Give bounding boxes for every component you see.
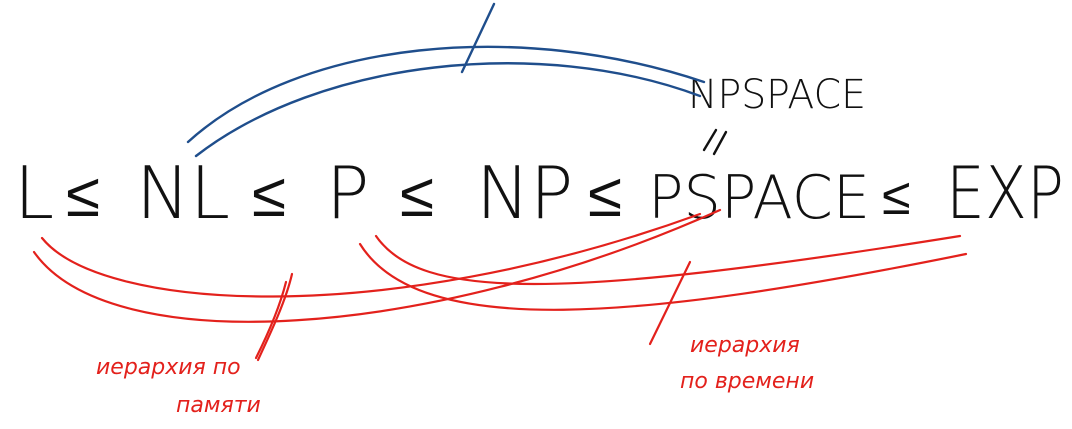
time-annotation-line2: по времени	[680, 369, 814, 394]
nl-npspace-arc	[194, 62, 702, 158]
time-hierarchy-curve	[358, 242, 968, 311]
leq-symbol: ≤	[882, 167, 911, 227]
strike-mark	[460, 2, 496, 74]
class-NL: NL	[136, 151, 230, 235]
equality-mark	[712, 130, 728, 156]
class-EXP: EXP	[946, 151, 1064, 235]
leq-symbol: ≤	[66, 158, 100, 231]
memory-separation-mark	[254, 280, 288, 360]
memory-hierarchy-curve	[40, 212, 702, 298]
red-curves	[32, 208, 968, 362]
class-P: P	[326, 151, 369, 235]
annotations: иерархия по памяти иерархия по времени	[96, 333, 814, 418]
npspace-group: NPSPACE	[688, 72, 866, 156]
memory-annotation-line2: памяти	[176, 393, 261, 418]
memory-annotation-line1: иерархия по	[96, 355, 241, 380]
time-hierarchy-curve	[374, 234, 962, 286]
time-separation-mark	[648, 260, 692, 346]
leq-symbol: ≤	[588, 158, 622, 231]
class-L: L	[14, 151, 54, 235]
npspace-label: NPSPACE	[688, 72, 866, 118]
class-NP: NP	[476, 151, 573, 235]
nl-npspace-arc	[186, 45, 706, 144]
memory-hierarchy-curve	[32, 208, 722, 323]
time-annotation-line1: иерархия	[690, 333, 800, 358]
inclusion-chain: L ≤ NL ≤ P ≤ NP ≤ PSPACE ≤ EXP	[14, 151, 1064, 235]
leq-symbol: ≤	[252, 158, 286, 231]
blue-arcs	[186, 2, 706, 158]
equality-mark	[702, 128, 718, 152]
leq-symbol: ≤	[400, 158, 434, 231]
memory-separation-mark	[256, 272, 294, 362]
class-PSPACE: PSPACE	[648, 163, 870, 233]
